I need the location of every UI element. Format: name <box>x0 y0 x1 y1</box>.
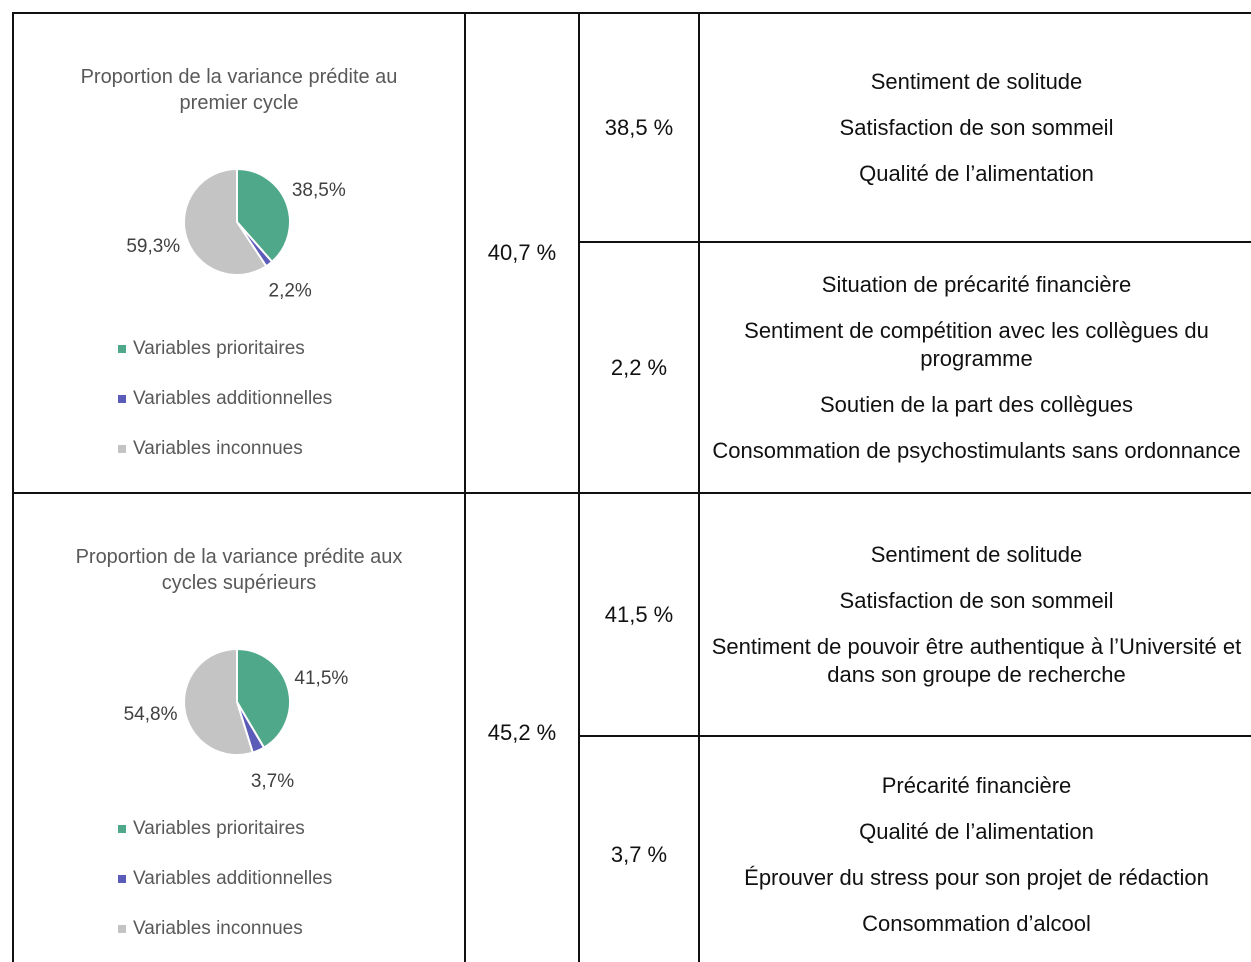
legend-swatch <box>118 445 126 453</box>
variables-cell: Précarité financière Qualité de l’aliment… <box>698 735 1251 962</box>
slice-label: 41,5% <box>294 668 348 689</box>
legend-swatch <box>118 345 126 353</box>
legend-item: Variables prioritaires <box>118 338 305 360</box>
variable: Consommation de psychostimulants sans or… <box>712 437 1241 463</box>
slice-label: 59,3% <box>126 236 180 257</box>
legend-label: Variables inconnues <box>133 918 303 939</box>
variable: Sentiment de pouvoir être authentique à … <box>711 633 1242 687</box>
share-cell: 3,7 % <box>578 735 698 962</box>
variables-cell: Sentiment de solitude Satisfaction de son… <box>698 12 1251 241</box>
variable: Consommation d’alcool <box>862 910 1091 936</box>
pie-chart: 38,5% 2,2% 59,3% <box>126 167 346 301</box>
variable: Éprouver du stress pour son projet de ré… <box>744 864 1209 890</box>
legend-swatch <box>118 825 126 833</box>
pie-slice <box>183 647 254 756</box>
legend-label: Variables inconnues <box>133 438 303 459</box>
legend-swatch <box>118 395 126 403</box>
legend-item: Variables inconnues <box>118 438 303 460</box>
chart-title: Proportion de la variance prédite au pre… <box>80 66 398 114</box>
variable: Situation de précarité financière <box>821 271 1132 297</box>
share-cell: 38,5 % <box>578 12 698 241</box>
variable: Satisfaction de son sommeil <box>839 114 1114 140</box>
legend-swatch <box>118 925 126 933</box>
variable: Satisfaction de son sommeil <box>839 587 1114 613</box>
variable: Soutien de la part des collègues <box>819 391 1134 417</box>
pie-slice <box>236 167 291 264</box>
share-cell: 2,2 % <box>578 241 698 492</box>
variable: Qualité de l’alimentation <box>859 160 1094 186</box>
legend-swatch <box>118 875 126 883</box>
legend-label: Variables additionnelles <box>133 388 333 409</box>
legend-item: Variables additionnelles <box>118 868 332 890</box>
total-cell: 40,7 % <box>464 12 578 492</box>
share-cell: 41,5 % <box>578 492 698 735</box>
legend-item: Variables inconnues <box>118 918 303 940</box>
pie-chart: 41,5% 3,7% 54,8% <box>124 647 348 792</box>
total-cell: 45,2 % <box>464 492 578 962</box>
slice-label: 2,2% <box>269 280 312 301</box>
variable: Sentiment de solitude <box>870 541 1083 567</box>
slice-label: 3,7% <box>251 771 294 792</box>
variables-cell: Situation de précarité financière Sentime… <box>698 241 1251 492</box>
variable: Sentiment de compétition avec les collèg… <box>744 317 1209 371</box>
legend-item: Variables prioritaires <box>118 818 305 840</box>
variable: Précarité financière <box>881 772 1072 798</box>
chart-cell: Proportion de la variance prédite au pre… <box>12 12 464 492</box>
variables-cell: Sentiment de solitude Satisfaction de son… <box>698 492 1251 735</box>
legend-item: Variables additionnelles <box>118 388 332 410</box>
variable: Sentiment de solitude <box>870 68 1083 94</box>
pie-slice <box>183 167 268 276</box>
chart-cell: Proportion de la variance prédite aux cy… <box>12 492 464 962</box>
variable: Qualité de l’alimentation <box>859 818 1094 844</box>
slice-label: 54,8% <box>124 704 178 725</box>
legend-label: Variables prioritaires <box>133 338 305 359</box>
slice-label: 38,5% <box>292 180 346 201</box>
legend-label: Variables additionnelles <box>133 868 333 889</box>
legend-label: Variables prioritaires <box>133 818 305 839</box>
chart-title: Proportion de la variance prédite aux cy… <box>75 546 403 594</box>
